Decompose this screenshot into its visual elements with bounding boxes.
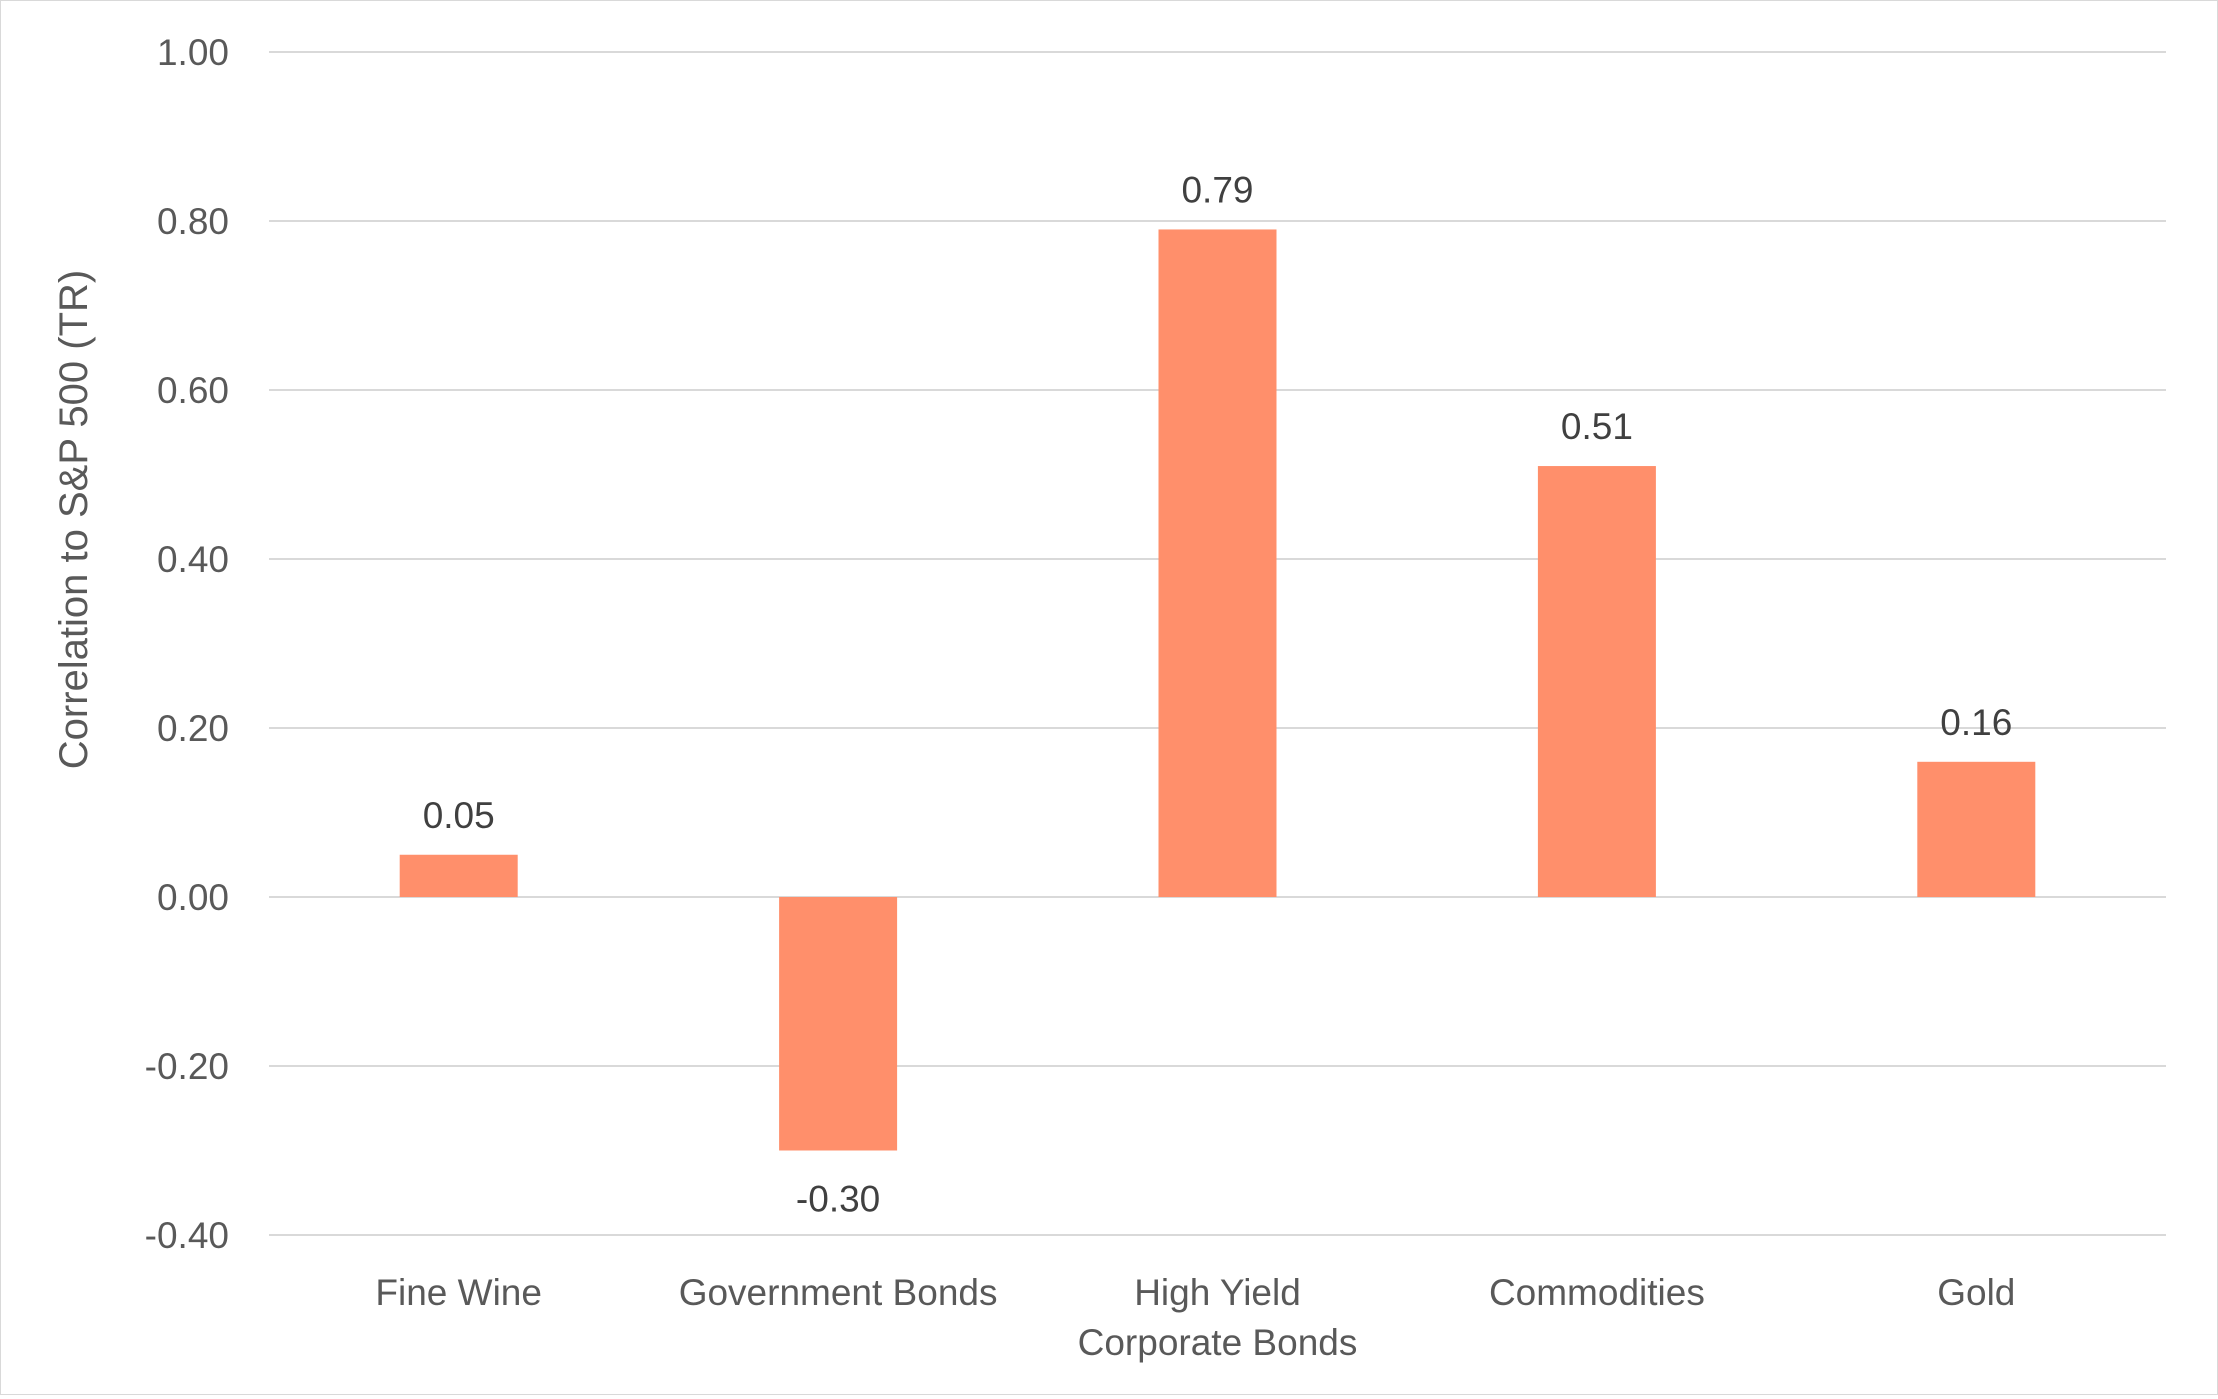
bar	[779, 897, 898, 1151]
data-label: 0.51	[1561, 406, 1633, 447]
data-labels: 0.05 -0.30 0.79 0.51 0.16	[423, 169, 2013, 1219]
x-tick-label: High Yield	[1134, 1272, 1301, 1313]
y-tick-label: -0.20	[145, 1046, 229, 1087]
y-tick-label: 0.20	[157, 708, 229, 749]
y-tick-label: 0.80	[157, 201, 229, 242]
data-label: 0.05	[423, 795, 495, 836]
x-tick-label: Fine Wine	[375, 1272, 542, 1313]
bar	[1158, 229, 1277, 897]
bars	[399, 229, 2036, 1151]
y-tick-label: -0.40	[145, 1215, 229, 1256]
y-axis-title: Correlation to S&P 500 (TR)	[52, 270, 96, 769]
x-tick-label: Commodities	[1489, 1272, 1705, 1313]
y-tick-label: 0.00	[157, 877, 229, 918]
data-label: -0.30	[796, 1179, 880, 1220]
data-label: 0.79	[1181, 169, 1253, 210]
y-tick-label: 1.00	[157, 32, 229, 73]
x-axis-ticks: Fine Wine Government Bonds High Yield Corpo…	[375, 1272, 2015, 1363]
y-tick-label: 0.40	[157, 539, 229, 580]
bar	[1537, 466, 1656, 897]
x-tick-label: Gold	[1937, 1272, 2015, 1313]
data-label: 0.16	[1940, 702, 2012, 743]
y-axis-ticks: -0.40 -0.20 0.00 0.20 0.40 0.60 0.80 1.00	[145, 32, 229, 1256]
x-tick-label: Government Bonds	[679, 1272, 998, 1313]
x-tick-label: Corporate Bonds	[1078, 1322, 1358, 1363]
bar	[1917, 761, 2036, 897]
bar	[399, 854, 518, 897]
y-tick-label: 0.60	[157, 370, 229, 411]
